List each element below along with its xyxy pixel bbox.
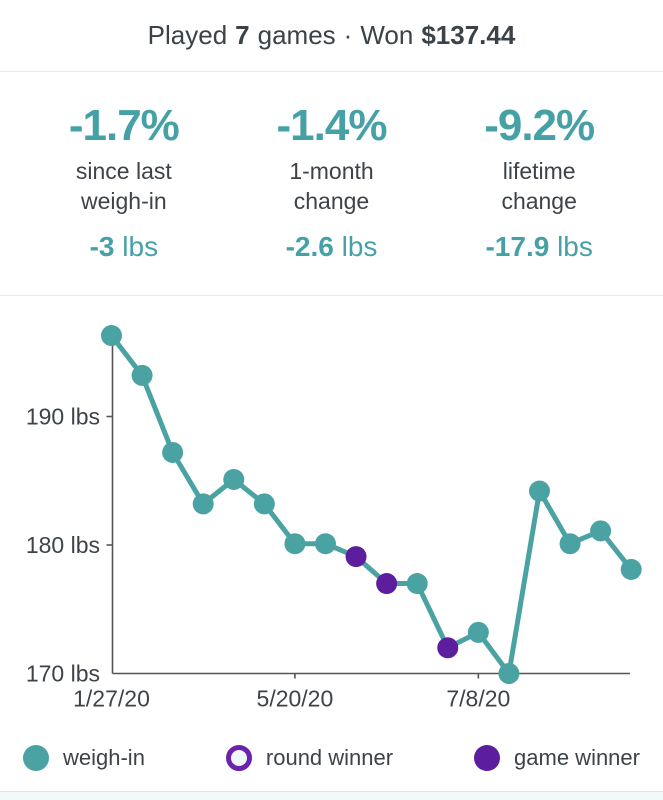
- bottom-bar: [0, 791, 663, 800]
- legend-item-round-winner: round winner: [225, 745, 394, 771]
- stat-label: 1-month change: [228, 156, 436, 216]
- legend-label: game winner: [514, 745, 640, 770]
- stat-delta-value: -2.6: [285, 231, 334, 262]
- games-count: 7: [235, 20, 250, 50]
- svg-text:1/27/20: 1/27/20: [73, 686, 150, 712]
- svg-text:170 lbs: 170 lbs: [26, 661, 100, 687]
- svg-text:5/20/20: 5/20/20: [257, 686, 334, 712]
- stat-since-last-weigh-in: -1.7% since last weigh-in -3 lbs: [20, 102, 228, 295]
- stat-label-line2: change: [501, 188, 577, 214]
- stat-label-line1: since last: [75, 158, 172, 184]
- games-label: games: [257, 20, 336, 50]
- legend-label: weigh-in: [63, 745, 145, 770]
- stat-delta-value: -3: [89, 231, 115, 262]
- stat-delta-unit: lbs: [341, 231, 378, 262]
- separator-dot: ·: [343, 20, 353, 50]
- stat-label-line1: lifetime: [502, 158, 576, 184]
- stat-delta: -17.9 lbs: [435, 230, 643, 264]
- legend-item-game-winner: game winner: [474, 745, 640, 771]
- stat-delta: -3 lbs: [20, 230, 228, 264]
- stat-lifetime-change: -9.2% lifetime change -17.9 lbs: [435, 102, 643, 295]
- stat-1-month-change: -1.4% 1-month change -2.6 lbs: [228, 102, 436, 295]
- stat-percent: -1.7%: [68, 101, 180, 150]
- svg-text:180 lbs: 180 lbs: [26, 532, 100, 558]
- legend-item-weigh-in: weigh-in: [23, 745, 145, 771]
- played-label: Played: [147, 20, 228, 50]
- chart-legend: weigh-in round winner game winner: [0, 725, 663, 791]
- game-winner-dot-icon: [474, 745, 501, 771]
- weigh-in-dot-icon: [23, 745, 49, 771]
- legend-label: round winner: [265, 745, 394, 770]
- stats-row: -1.7% since last weigh-in -3 lbs -1.4% 1…: [0, 72, 663, 296]
- summary-header: Played 7 games · Won $137.44: [0, 0, 663, 72]
- svg-text:7/8/20: 7/8/20: [446, 686, 510, 712]
- stat-delta-unit: lbs: [122, 231, 159, 262]
- won-amount: $137.44: [421, 20, 516, 50]
- round-winner-ring-icon: [225, 745, 252, 771]
- stat-label: lifetime change: [435, 156, 643, 216]
- svg-text:190 lbs: 190 lbs: [26, 404, 100, 430]
- won-label: Won: [360, 20, 414, 50]
- stat-delta-unit: lbs: [557, 231, 593, 262]
- stat-percent: -1.4%: [276, 101, 388, 150]
- stat-label-line1: 1-month: [289, 158, 374, 184]
- stat-label-line2: change: [293, 188, 370, 214]
- stat-delta: -2.6 lbs: [228, 230, 436, 264]
- stat-percent: -9.2%: [484, 101, 595, 150]
- stat-label-line2: weigh-in: [81, 188, 167, 214]
- weight-chart: 190 lbs 180 lbs 170 lbs 1/27/20 5/20/20 7/8/2…: [0, 296, 663, 725]
- stat-delta-value: -17.9: [485, 231, 550, 262]
- stat-label: since last weigh-in: [20, 156, 228, 216]
